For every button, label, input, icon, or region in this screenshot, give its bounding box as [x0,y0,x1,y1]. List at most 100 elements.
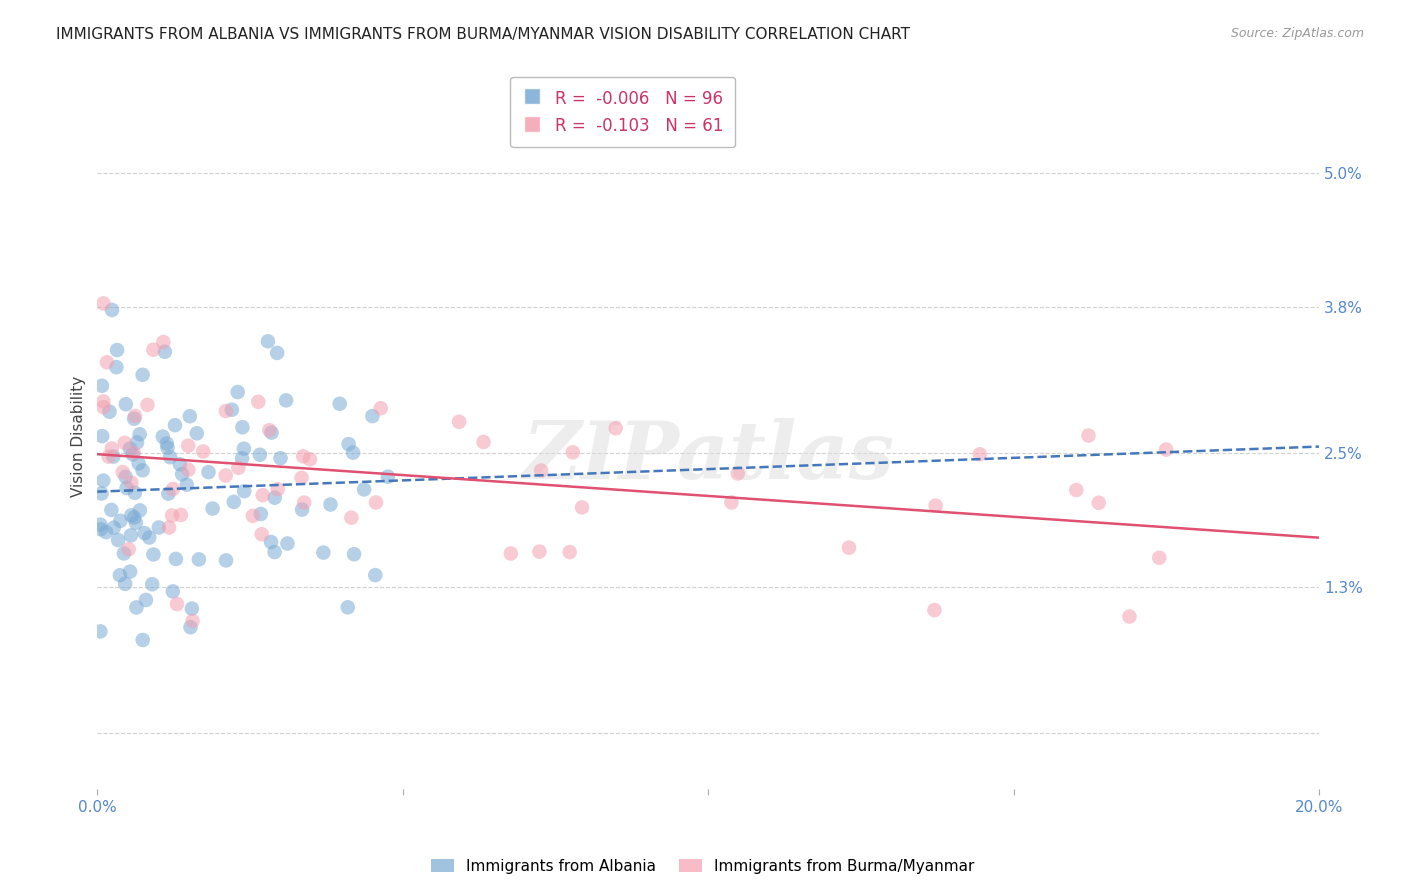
Point [115,481,138,495]
Point [134,526,156,541]
Point [111,465,134,479]
Point [201,501,224,516]
Point [101,442,124,456]
Point [312,545,335,559]
Point [215,468,238,483]
Point [353,483,375,497]
Point [292,495,315,509]
Point [124,486,146,500]
Point [259,423,281,437]
Point [1064,483,1087,497]
Point [499,547,522,561]
Point [90,522,112,536]
Point [136,398,159,412]
Point [100,503,122,517]
Point [152,429,174,443]
Point [336,600,359,615]
Point [91,474,114,488]
Point [118,542,141,557]
Point [122,446,145,460]
Point [131,368,153,382]
Point [1088,496,1111,510]
Point [370,401,392,416]
Point [449,415,471,429]
Y-axis label: Vision Disability: Vision Disability [72,376,86,497]
Point [727,467,749,481]
Point [260,425,283,440]
Point [135,593,157,607]
Point [231,451,253,466]
Point [180,601,202,615]
Point [250,527,273,541]
Point [263,545,285,559]
Point [222,495,245,509]
Point [170,508,193,522]
Point [124,409,146,423]
Point [156,441,179,455]
Legend: R =  -0.006   N = 96, R =  -0.103   N = 61: R = -0.006 N = 96, R = -0.103 N = 61 [510,77,735,147]
Point [342,445,364,459]
Text: IMMIGRANTS FROM ALBANIA VS IMMIGRANTS FROM BURMA/MYANMAR VISION DISABILITY CORRE: IMMIGRANTS FROM ALBANIA VS IMMIGRANTS FR… [56,27,910,42]
Point [177,463,200,477]
Point [138,531,160,545]
Point [176,477,198,491]
Point [249,448,271,462]
Point [162,482,184,496]
Point [90,486,112,500]
Point [128,503,150,517]
Point [720,495,742,509]
Point [122,510,145,524]
Point [98,405,121,419]
Point [215,553,238,567]
Point [1077,428,1099,442]
Point [108,568,131,582]
Point [141,577,163,591]
Point [186,426,208,441]
Point [561,445,583,459]
Point [162,584,184,599]
Point [105,343,128,357]
Point [361,409,384,423]
Point [93,296,115,310]
Point [159,450,181,465]
Point [96,355,118,369]
Point [165,552,187,566]
Point [153,344,176,359]
Point [266,346,288,360]
Point [319,498,342,512]
Point [160,508,183,523]
Point [128,427,150,442]
Point [128,456,150,470]
Point [231,420,253,434]
Point [838,541,860,555]
Text: Source: ZipAtlas.com: Source: ZipAtlas.com [1230,27,1364,40]
Point [89,517,111,532]
Point [179,620,201,634]
Point [187,552,209,566]
Point [103,450,125,464]
Point [221,402,243,417]
Point [267,482,290,496]
Point [157,520,180,534]
Point [101,302,124,317]
Point [377,469,399,483]
Point [226,385,249,400]
Point [197,465,219,479]
Point [274,393,297,408]
Point [93,394,115,409]
Point [343,547,366,561]
Point [242,508,264,523]
Point [233,484,256,499]
Point [94,525,117,540]
Point [90,378,112,392]
Text: ZIPatlas: ZIPatlas [522,418,894,496]
Point [110,514,132,528]
Point [247,394,270,409]
Point [924,499,946,513]
Point [132,632,155,647]
Point [97,450,120,464]
Point [1147,550,1170,565]
Point [260,535,283,549]
Point [114,470,136,484]
Point [142,548,165,562]
